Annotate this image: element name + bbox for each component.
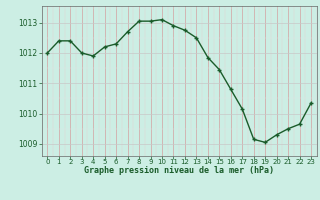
X-axis label: Graphe pression niveau de la mer (hPa): Graphe pression niveau de la mer (hPa): [84, 166, 274, 175]
